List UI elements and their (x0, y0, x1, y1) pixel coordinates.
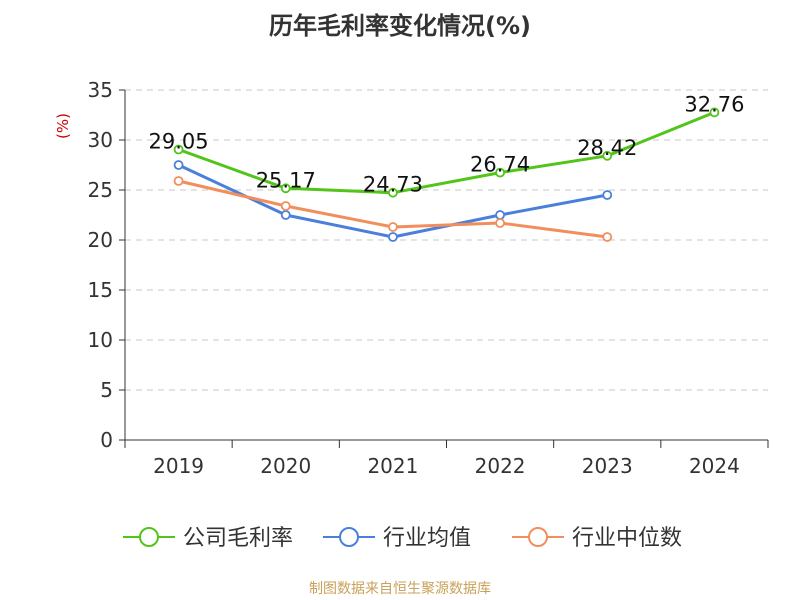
data-labels: 29.05 25.17 24.73 26.74 28.42 32.76 (149, 92, 745, 196)
y-tick-label: 35 (88, 78, 113, 102)
legend-label: 公司毛利率 (183, 526, 293, 551)
legend-marker-icon (339, 527, 359, 547)
y-tick-label: 15 (88, 278, 113, 302)
data-point (388, 232, 398, 242)
data-label: 26.74 (470, 153, 530, 177)
legend-label: 行业均值 (383, 526, 471, 551)
series-line (178, 111, 715, 195)
data-point (602, 190, 613, 200)
data-point (173, 160, 184, 170)
legend-item: 公司毛利率 (123, 526, 293, 551)
data-label: 25.17 (256, 168, 316, 192)
x-tick-label: 2021 (367, 454, 418, 478)
y-tick-label: 30 (88, 128, 113, 152)
data-point (388, 187, 398, 198)
x-tick-label: 2022 (475, 454, 526, 478)
x-tick-label: 2024 (689, 454, 740, 478)
legend-marker-icon (528, 527, 548, 547)
data-point (173, 176, 184, 186)
x-tick-label: 2023 (582, 454, 633, 478)
data-label: 24.73 (363, 173, 423, 197)
data-point (495, 167, 505, 178)
data-point (602, 150, 613, 161)
data-label: 28.42 (577, 136, 637, 160)
grid-lines (125, 89, 768, 391)
data-label: 32.76 (684, 92, 744, 116)
legend-item: 行业中位数 (512, 526, 682, 551)
data-point (602, 232, 613, 242)
data-point (388, 222, 398, 232)
data-point (280, 183, 291, 194)
data-point (280, 201, 291, 211)
legend: 公司毛利率 行业均值 行业中位数 (123, 526, 682, 551)
data-point (495, 210, 505, 220)
source-footer: 制图数据来自恒生聚源数据库 (309, 581, 491, 597)
y-tick-label: 0 (100, 428, 113, 452)
y-tick-label: 20 (88, 228, 113, 252)
data-point (280, 210, 291, 220)
data-point (709, 107, 720, 118)
series-lines (173, 107, 720, 242)
data-label: 29.05 (149, 130, 209, 154)
data-point (495, 218, 505, 228)
data-point (173, 144, 184, 155)
axes: 0 5 10 15 20 25 30 35 2019 2020 2021 2022 2023 2024 (%… (54, 78, 769, 478)
y-axis-label: (%) (54, 113, 72, 139)
chart-title: 历年毛利率变化情况(%) (269, 12, 531, 40)
y-tick-label: 25 (88, 178, 113, 202)
x-tick-label: 2020 (260, 454, 311, 478)
legend-label: 行业中位数 (572, 526, 682, 551)
y-tick-label: 10 (88, 328, 113, 352)
legend-item: 行业均值 (323, 526, 471, 551)
legend-marker-icon (139, 527, 159, 547)
y-tick-label: 5 (100, 378, 113, 402)
x-tick-label: 2019 (153, 454, 204, 478)
